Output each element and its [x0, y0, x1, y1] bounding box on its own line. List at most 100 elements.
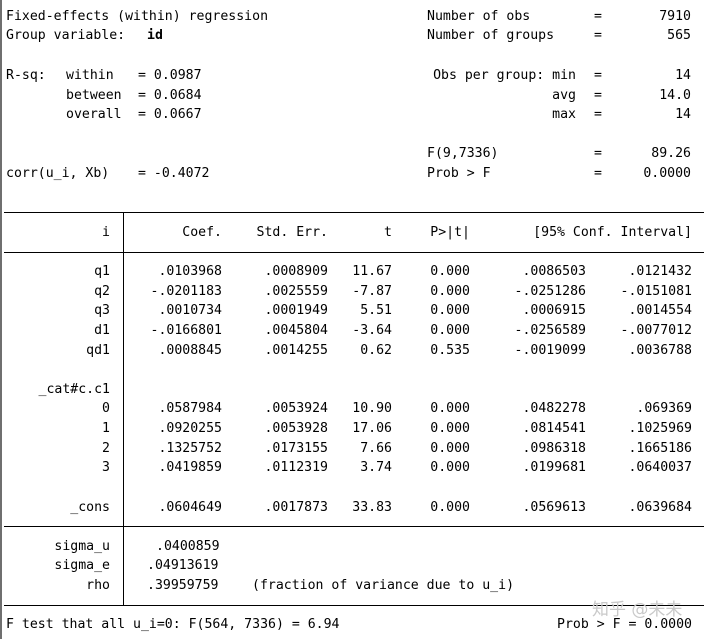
table-header-rule: [4, 252, 704, 253]
cell-name: _cons: [70, 500, 110, 515]
cell-name: q1: [94, 264, 110, 279]
cell-ci-low: .0986318: [522, 441, 586, 456]
avg-label: avg: [552, 88, 576, 103]
cell-coef: .0103968: [158, 264, 222, 279]
cell-t: 33.83: [352, 500, 392, 515]
cell-se: .0053924: [264, 401, 328, 416]
rsq-overall-value: = 0.0667: [138, 107, 202, 122]
cell-p: 0.535: [430, 343, 470, 358]
cell-t: 3.74: [360, 460, 392, 475]
cell-ci-high: .0036788: [628, 343, 692, 358]
cell-se: .0173155: [264, 441, 328, 456]
cell-se: .0017873: [264, 500, 328, 515]
cell-ci-high: .0639684: [628, 500, 692, 515]
cell-p: 0.000: [430, 460, 470, 475]
ngroups-value: 565: [667, 28, 691, 43]
nobs-value: 7910: [659, 9, 691, 24]
cell-se: .0014255: [264, 343, 328, 358]
corr-label: corr(u_i, Xb): [6, 166, 110, 181]
f-test-prob: Prob > F = 0.0000: [557, 617, 692, 632]
table-top-rule: [4, 212, 704, 213]
cell-ci-low: .0569613: [522, 500, 586, 515]
col-header-i: i: [102, 225, 110, 240]
cell-p: 0.000: [430, 401, 470, 416]
cell-coef: .0008845: [158, 343, 222, 358]
rsq-between-label: between: [66, 88, 122, 103]
max-value: 14: [675, 107, 691, 122]
cell-ci-low: .0199681: [522, 460, 586, 475]
cell-se: .0008909: [264, 264, 328, 279]
cell-ci-high: .069369: [636, 401, 692, 416]
cell-ci-low: -.0256589: [514, 323, 586, 338]
cell-se: .0025559: [264, 284, 328, 299]
cell-ci-high: -.0151081: [620, 284, 692, 299]
nobs-label: Number of obs: [427, 9, 531, 24]
cell-ci-low: .0006915: [522, 303, 586, 318]
max-label: max: [552, 107, 576, 122]
cell-t: 17.06: [352, 421, 392, 436]
cell-p: 0.000: [430, 303, 470, 318]
col-header-se: Std. Err.: [256, 225, 328, 240]
window-edge: [0, 0, 2, 639]
title: Fixed-effects (within) regression: [6, 9, 269, 24]
rsq-label: R-sq:: [6, 68, 46, 83]
cell-ci-low: -.0019099: [514, 343, 586, 358]
table-divider: [123, 212, 124, 605]
cell-p: 0.000: [430, 421, 470, 436]
f-stat-label: F(9,7336): [427, 146, 499, 161]
cell-se: .0053928: [264, 421, 328, 436]
cell-t: -3.64: [352, 323, 392, 338]
avg-value: 14.0: [659, 88, 691, 103]
cell-se: .0001949: [264, 303, 328, 318]
cell-name: d1: [94, 323, 110, 338]
cell-ci-high: .0640037: [628, 460, 692, 475]
cell-coef: -.0201183: [150, 284, 222, 299]
prob-f-eq: =: [594, 166, 602, 181]
prob-f-value: 0.0000: [643, 166, 691, 181]
sigma-e-value: .04913619: [147, 558, 219, 573]
table-bottom-rule: [4, 526, 704, 527]
cell-t: 11.67: [352, 264, 392, 279]
cell-name: q2: [94, 284, 110, 299]
sigma-u-label: sigma_u: [54, 539, 110, 554]
cell-ci-high: .0014554: [628, 303, 692, 318]
rsq-within-label: within: [66, 68, 114, 83]
cell-ci-low: .0814541: [522, 421, 586, 436]
rsq-within-value: = 0.0987: [138, 68, 202, 83]
watermark: 知乎 @未未: [592, 600, 683, 620]
sigma-u-value: .0400859: [156, 539, 220, 554]
cell-se: .0112319: [264, 460, 328, 475]
cell-ci-low: .0482278: [522, 401, 586, 416]
cell-t: 5.51: [360, 303, 392, 318]
f-stat-eq: =: [594, 146, 602, 161]
cell-p: 0.000: [430, 323, 470, 338]
max-eq: =: [594, 107, 602, 122]
cell-name: q3: [94, 303, 110, 318]
cell-t: 10.90: [352, 401, 392, 416]
group-variable-value: id: [147, 28, 163, 43]
cell-name: qd1: [86, 343, 110, 358]
table-end-rule: [4, 605, 704, 606]
col-header-t: t: [384, 225, 392, 240]
factor-group-label: _cat#c.c1: [38, 382, 110, 397]
cell-name: 0: [102, 401, 110, 416]
cell-ci-high: .1665186: [628, 441, 692, 456]
cell-coef: -.0166801: [150, 323, 222, 338]
rsq-between-value: = 0.0684: [138, 88, 202, 103]
col-header-p: P>|t|: [430, 225, 470, 240]
cell-coef: .0419859: [158, 460, 222, 475]
avg-eq: =: [594, 88, 602, 103]
rho-note: (fraction of variance due to u_i): [252, 578, 515, 593]
rho-label: rho: [86, 578, 110, 593]
col-header-ci: [95% Conf. Interval]: [533, 225, 692, 240]
col-header-coef: Coef.: [182, 225, 222, 240]
f-test-line: F test that all u_i=0: F(564, 7336) = 6.…: [6, 617, 340, 632]
cell-coef: .1325752: [158, 441, 222, 456]
cell-ci-high: -.0077012: [620, 323, 692, 338]
cell-t: 0.62: [360, 343, 392, 358]
nobs-eq: =: [594, 9, 602, 24]
f-stat-value: 89.26: [651, 146, 691, 161]
obs-per-group-min-label: Obs per group: min: [433, 68, 576, 83]
cell-name: 2: [102, 441, 110, 456]
ngroups-label: Number of groups: [427, 28, 555, 43]
